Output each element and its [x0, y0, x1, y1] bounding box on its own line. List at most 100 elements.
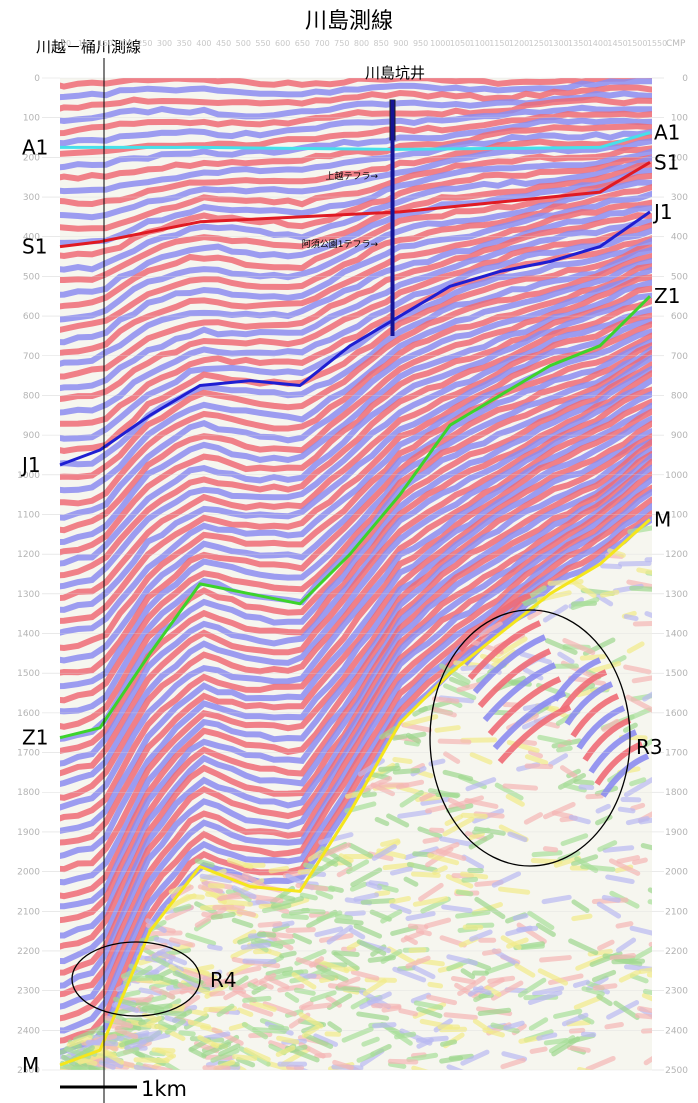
noise-blob [77, 1050, 110, 1065]
noise-blob [346, 940, 362, 951]
well-marker-label: 上越テフラ→ [325, 170, 378, 182]
depth-gridlines [42, 77, 664, 1071]
noise-blob [519, 943, 545, 951]
noise-blob [419, 790, 437, 802]
noise-blob [365, 881, 383, 891]
reflector-band [60, 172, 652, 310]
noise-blob [156, 950, 188, 966]
noise-blob [291, 972, 317, 990]
noise-blob [235, 1056, 256, 1068]
depth-tick-label: 2200 [17, 947, 40, 957]
noise-blob [216, 1003, 235, 1017]
noise-blob [589, 679, 607, 687]
depth-tick-label: 400 [671, 233, 688, 243]
reflector-band [60, 148, 652, 246]
noise-blob [568, 814, 591, 825]
noise-blob [112, 996, 137, 1008]
cmp-tick-label: 200 [117, 39, 132, 48]
r3-reflector [467, 620, 542, 680]
noise-blob [636, 567, 652, 575]
noise-blob [391, 733, 408, 741]
reflector-band [60, 458, 652, 950]
reflector-band [60, 398, 652, 801]
noise-blob [315, 889, 334, 900]
r3-reflector [588, 729, 638, 774]
noise-blob [367, 955, 396, 963]
noise-blob [490, 649, 517, 668]
reflector-band [60, 349, 652, 704]
noise-blob [258, 980, 274, 990]
noise-blob [187, 1019, 212, 1030]
noise-blob [333, 951, 360, 971]
noise-blob [114, 1027, 139, 1040]
cmp-tick-label: 550 [255, 39, 270, 48]
noise-blob [256, 931, 277, 938]
noise-blob [313, 1033, 339, 1047]
noise-blob [406, 1052, 439, 1063]
noise-blob [642, 988, 652, 996]
depth-tick-label: 0 [682, 74, 688, 84]
noise-blob [571, 854, 599, 867]
noise-blob [80, 1067, 89, 1070]
r3-reflector [570, 693, 620, 738]
reflector-band [60, 361, 652, 730]
noise-blob [233, 978, 259, 993]
noise-blob [507, 831, 528, 843]
noise-blob [308, 856, 340, 879]
noise-blob [412, 706, 428, 717]
depth-tick-label: 200 [671, 153, 688, 163]
noise-blob [500, 935, 522, 950]
reflector-band [60, 297, 652, 579]
noise-blob [267, 938, 296, 947]
noise-blob [422, 836, 440, 844]
noise-blob [205, 978, 235, 986]
left-depth-axis: 0 100 200 300 400 500 600 700 800 900 1000 1100 1200… [17, 74, 40, 1076]
noise-blob [334, 913, 354, 921]
noise-blob [512, 913, 529, 921]
horizon-label-right: M [654, 507, 671, 531]
noise-blob [376, 883, 399, 893]
noise-blob [623, 614, 639, 622]
noise-blob [298, 1012, 324, 1029]
region-r3-outline [429, 609, 631, 867]
noise-blob [566, 1020, 591, 1027]
noise-blob [150, 986, 175, 1000]
depth-tick-label: 2000 [17, 868, 40, 878]
depth-tick-label: 900 [671, 431, 688, 441]
cmp-tick-label: 500 [236, 39, 251, 48]
depth-tick-label: 1400 [17, 630, 40, 640]
r3-reflector [576, 705, 626, 750]
cmp-tick-label: 1150 [489, 39, 509, 48]
noise-blob [153, 936, 181, 948]
horizon-label-left: S1 [22, 235, 47, 259]
depth-tick-label: 1100 [665, 510, 688, 520]
noise-blob [561, 1012, 589, 1027]
noise-blob [571, 913, 593, 922]
reflector-band [60, 415, 652, 834]
noise-blob [532, 985, 565, 997]
noise-blob [303, 862, 324, 872]
depth-tick-label: 100 [671, 114, 688, 124]
noise-blob [446, 1064, 464, 1070]
right-depth-axis: 0 100 200 300 400 500 600 700 800 900 1000 1100 1200… [665, 74, 688, 1076]
reflector-band [60, 420, 652, 846]
noise-blob [350, 969, 380, 981]
horizon-line [59, 295, 652, 740]
noise-blob [431, 696, 460, 704]
noise-blob [146, 1015, 162, 1027]
depth-tick-label: 1100 [17, 510, 40, 520]
noise-blob [88, 1065, 101, 1070]
seismic-image [60, 78, 652, 1070]
noise-blob [309, 956, 325, 968]
noise-blob [443, 751, 461, 764]
noise-blob [349, 881, 368, 892]
noise-blob [413, 1000, 444, 1011]
noise-blob [637, 1005, 652, 1014]
horizon-label-left: Z1 [22, 726, 48, 750]
noise-blob [299, 892, 318, 901]
noise-blob [634, 1013, 652, 1020]
reflector-band [60, 321, 652, 624]
noise-blob [455, 889, 474, 897]
noise-blob [626, 707, 652, 721]
noise-blob [591, 969, 617, 983]
